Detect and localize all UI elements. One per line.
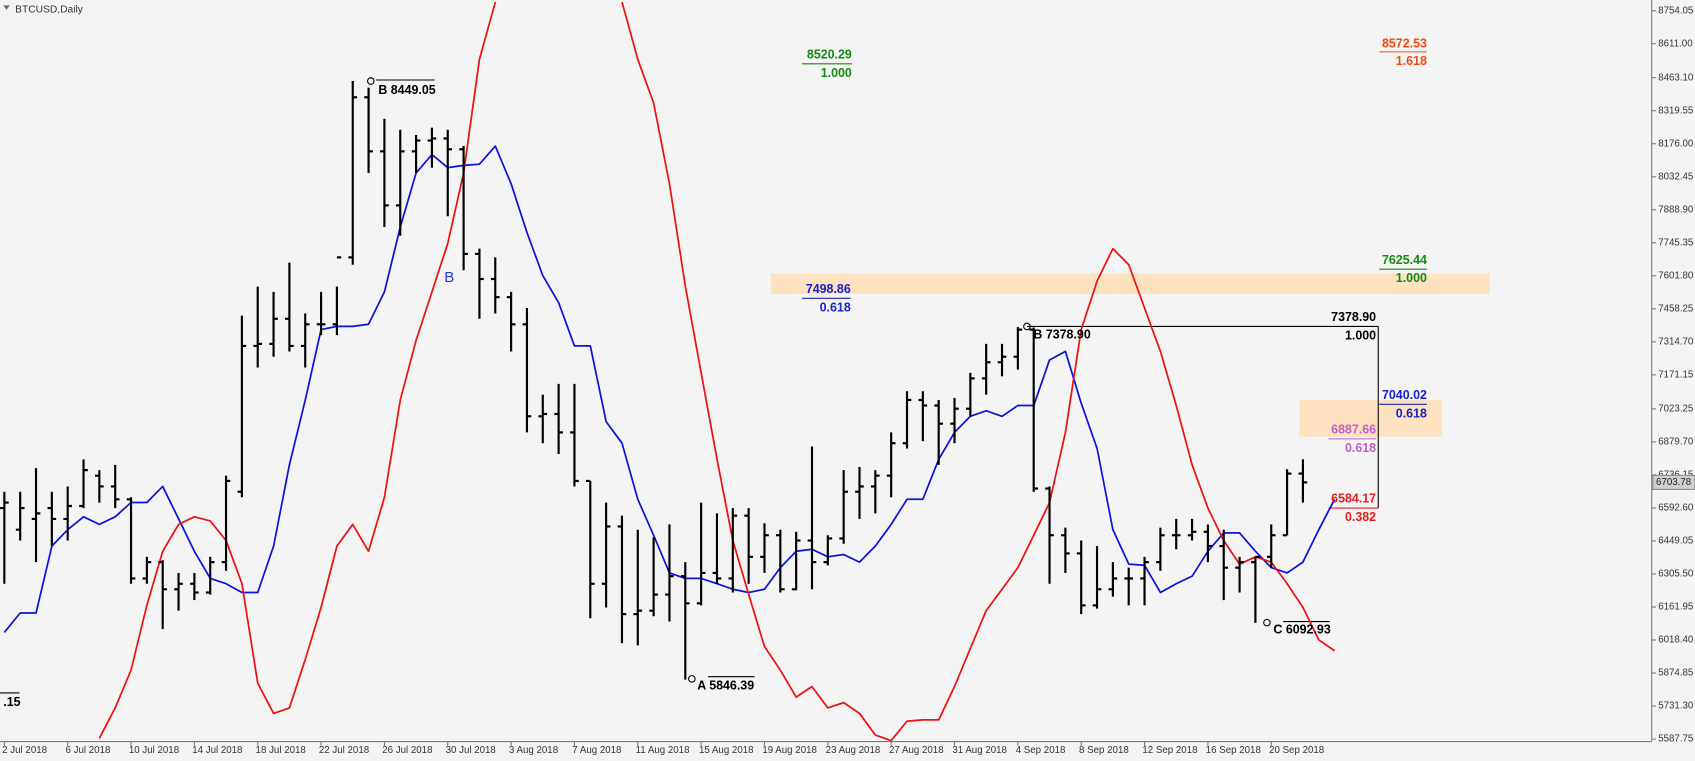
y-tick-label: 7314.70: [1658, 336, 1694, 347]
y-tick-label: 5731.30: [1658, 701, 1694, 712]
annotation: 0.618: [1396, 406, 1427, 420]
y-tick-label: 7171.15: [1658, 369, 1693, 380]
x-tick-label: 12 Sep 2018: [1142, 745, 1197, 756]
y-tick-label: 5874.85: [1658, 668, 1693, 679]
x-tick-label: 20 Sep 2018: [1269, 745, 1324, 756]
annotation: 7040.02: [1382, 388, 1427, 402]
annotation: 1.000: [1345, 328, 1376, 342]
annotation: 7498.86: [806, 282, 851, 296]
y-tick-label: 6018.40: [1658, 635, 1694, 646]
y-tick-label: 7601.80: [1658, 270, 1694, 281]
x-tick-label: 27 Aug 2018: [889, 745, 944, 756]
zone: [770, 273, 1490, 295]
x-tick-label: 15 Aug 2018: [699, 745, 754, 756]
x-tick-label: 10 Jul 2018: [129, 745, 179, 756]
x-tick-label: 14 Jul 2018: [192, 745, 242, 756]
annotation: 6584.17: [1331, 492, 1376, 506]
y-tick-label: 7888.90: [1658, 204, 1694, 215]
y-tick-label: 6161.95: [1658, 602, 1693, 613]
y-tick-label: 7745.35: [1658, 237, 1693, 248]
annotation: 1.618: [1396, 54, 1427, 68]
y-tick-label: 7458.25: [1658, 303, 1693, 314]
annotation: 1.000: [821, 66, 852, 80]
pivot-marker: [367, 77, 375, 85]
annotation: .15: [3, 695, 20, 709]
x-tick-label: 22 Jul 2018: [319, 745, 369, 756]
x-tick-label: 18 Jul 2018: [256, 745, 306, 756]
annotation: 8520.29: [807, 47, 852, 61]
x-tick-label: 16 Sep 2018: [1206, 745, 1261, 756]
annotation: 0.618: [1345, 441, 1376, 455]
annotation: B 7378.90: [1033, 327, 1090, 341]
y-tick-label: 6879.70: [1658, 436, 1694, 447]
annotation: C 6092.93: [1273, 622, 1330, 636]
annotation: A 5846.39: [697, 679, 754, 693]
y-tick-label: 8319.55: [1658, 105, 1693, 116]
annotation: 7378.90: [1331, 310, 1376, 324]
indicator-line: [98, 1, 1336, 742]
annotation: 6887.66: [1331, 423, 1376, 437]
pivot-marker: [688, 675, 696, 683]
x-tick-label: 11 Aug 2018: [636, 745, 690, 756]
y-tick-label: 6305.50: [1658, 569, 1694, 580]
y-tick-label: 5587.75: [1658, 734, 1693, 745]
annotation: B 8449.05: [378, 83, 435, 97]
annotation: 1.000: [1396, 271, 1427, 285]
y-tick-label: 8754.05: [1658, 5, 1693, 16]
annotation: 0.382: [1345, 510, 1376, 524]
x-tick-label: 3 Aug 2018: [509, 745, 558, 756]
x-tick-label: 7 Aug 2018: [572, 745, 621, 756]
y-tick-label: 8611.00: [1658, 38, 1693, 49]
fib-lines: [0, 51, 1427, 694]
x-tick-label: 30 Jul 2018: [446, 745, 496, 756]
y-tick-label: 8032.45: [1658, 171, 1693, 182]
current-price-label: 6703.78: [1656, 477, 1691, 488]
x-tick-label: 19 Aug 2018: [762, 745, 817, 756]
plot-area: [0, 1, 1336, 742]
title-arrow: [3, 5, 10, 10]
y-tick-label: 8176.00: [1658, 138, 1694, 149]
x-tick-label: 6 Jul 2018: [66, 745, 111, 756]
x-tick-label: 8 Sep 2018: [1079, 745, 1129, 756]
x-tick-label: 31 Aug 2018: [952, 745, 1007, 756]
pivot-marker: [1263, 618, 1271, 627]
x-tick-label: 23 Aug 2018: [826, 745, 881, 756]
x-tick-label: 4 Sep 2018: [1016, 745, 1066, 756]
x-tick-label: 2 Jul 2018: [2, 745, 47, 756]
annotation: 0.618: [820, 300, 851, 314]
pivot-marker: [1023, 322, 1031, 331]
chart-title: BTCUSD,Daily: [15, 4, 84, 15]
y-tick-label: 7023.25: [1658, 403, 1693, 414]
zone: [1299, 399, 1443, 437]
x-tick-label: 26 Jul 2018: [382, 745, 432, 756]
y-tick-label: 6449.05: [1658, 536, 1693, 547]
y-tick-label: 6592.60: [1658, 503, 1694, 514]
annotation: 7625.44: [1382, 253, 1427, 267]
annotation: B: [444, 269, 454, 286]
y-tick-label: 8463.10: [1658, 72, 1694, 83]
annotation: 8572.53: [1382, 37, 1427, 51]
